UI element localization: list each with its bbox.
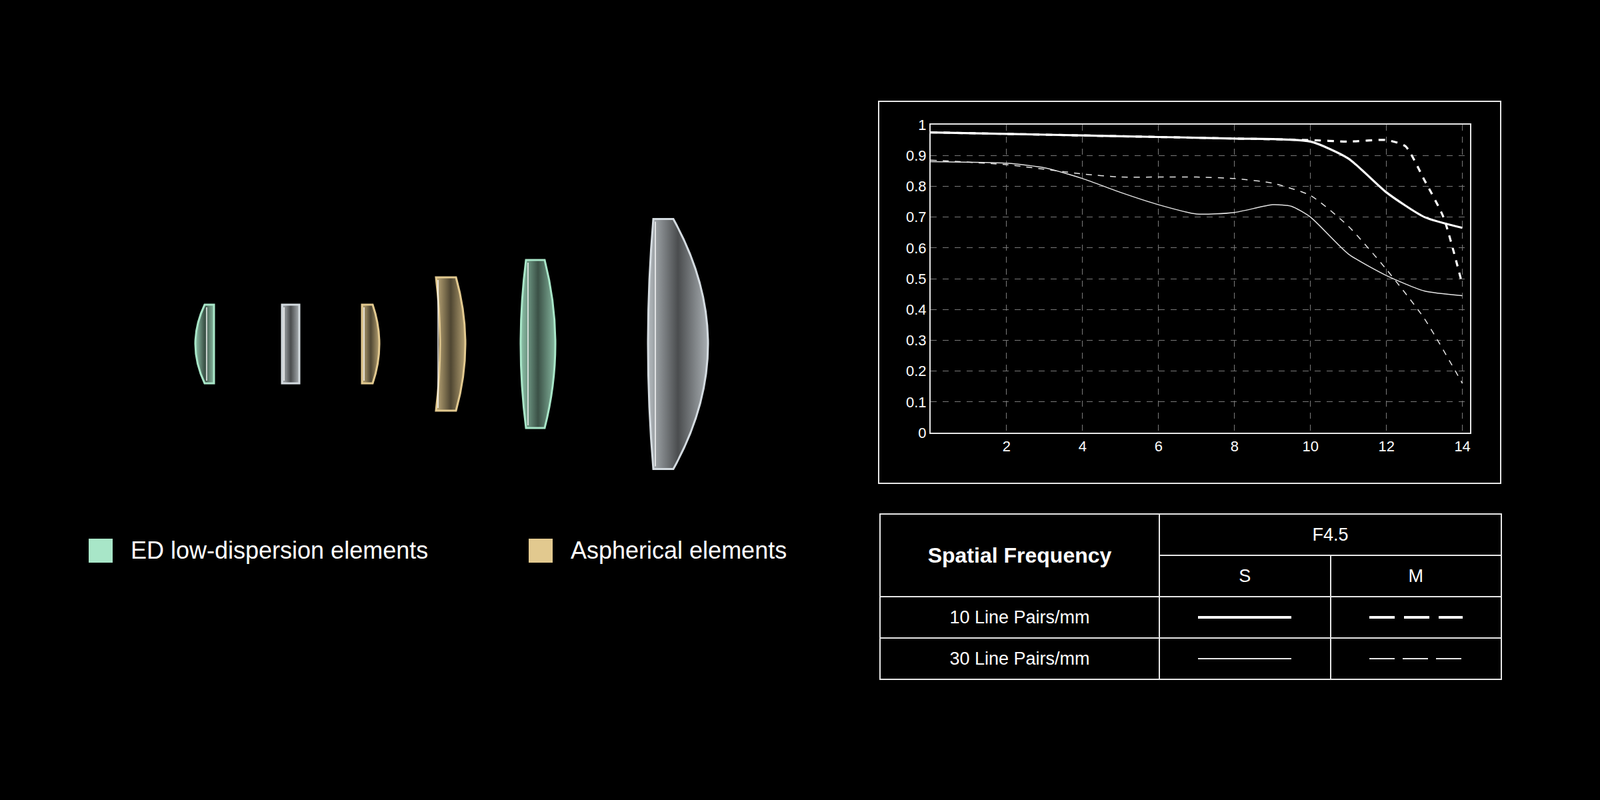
html-text:Aspherical elements: Aspherical elements [570,536,787,564]
svg-text:0.8: 0.8 [906,178,927,195]
html-text:ED low-dispersion elements: ED low-dispersion elements [130,536,429,564]
svg-text:0.1: 0.1 [906,394,927,411]
svg-text:0: 0 [918,424,926,442]
svg-text:12: 12 [1378,438,1394,455]
html-text:10 Line Pairs/mm: 10 Line Pairs/mm [949,607,1090,627]
html-text:S: S [1238,565,1251,586]
html-text:M: M [1408,565,1424,586]
html-text:Spatial Frequency: Spatial Frequency [927,543,1112,567]
svg-text:10: 10 [1302,438,1318,455]
svg-text:0.7: 0.7 [906,208,927,226]
svg-text:4: 4 [1078,438,1087,455]
html-text:30 Line Pairs/mm: 30 Line Pairs/mm [949,648,1090,669]
html-text:F4.5: F4.5 [1312,524,1349,545]
svg-text:0.3: 0.3 [906,332,927,349]
svg-text:2: 2 [1002,438,1011,455]
svg-text:0.9: 0.9 [906,147,927,164]
svg-text:8: 8 [1230,438,1239,455]
svg-text:0.6: 0.6 [906,240,927,257]
svg-text:1: 1 [918,116,926,134]
svg-text:6: 6 [1154,438,1163,455]
svg-text:0.2: 0.2 [906,362,927,380]
svg-text:0.5: 0.5 [906,270,927,288]
svg-text:14: 14 [1454,438,1470,455]
svg-text:0.4: 0.4 [906,301,927,318]
